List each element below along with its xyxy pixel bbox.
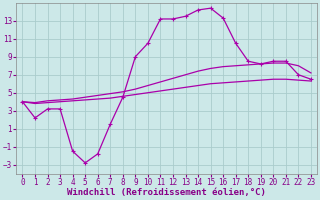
- X-axis label: Windchill (Refroidissement éolien,°C): Windchill (Refroidissement éolien,°C): [67, 188, 266, 197]
